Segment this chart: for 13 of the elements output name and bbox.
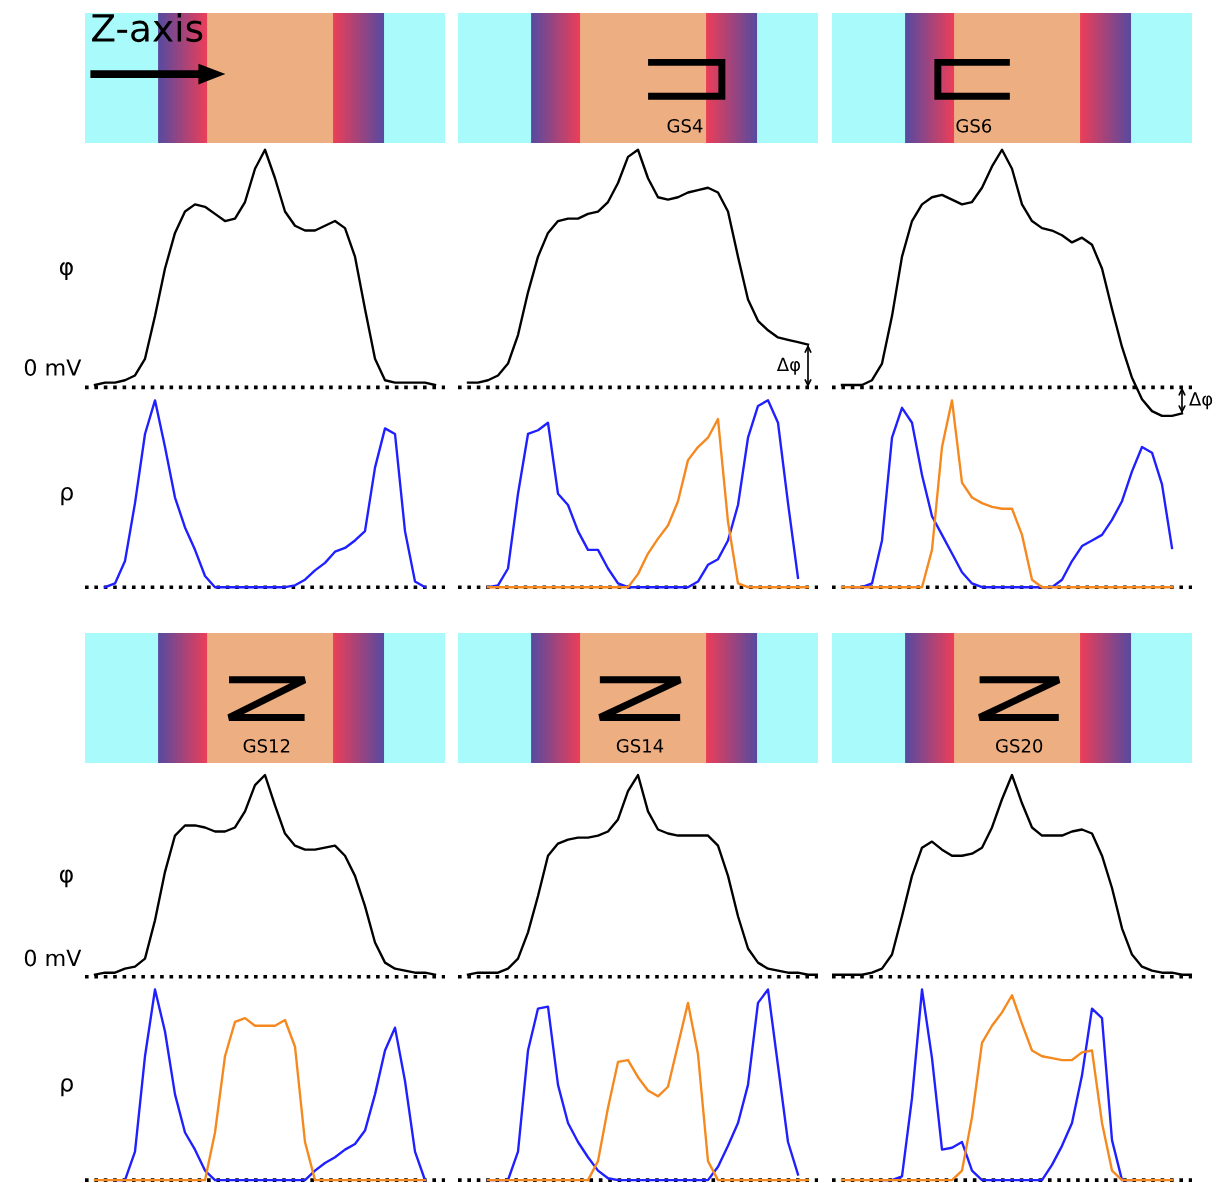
ref-line-label: 0 mV <box>24 949 82 967</box>
annotation: Δφ <box>776 357 801 375</box>
y-axis-title: φ <box>59 262 73 280</box>
text: GS14 <box>616 738 664 753</box>
text: GS12 <box>243 738 290 753</box>
annotation: Δφ <box>1189 392 1213 410</box>
y-axis-title: φ <box>59 869 73 888</box>
text: GS4 <box>667 118 703 133</box>
text: GS20 <box>996 738 1043 753</box>
text: GS6 <box>956 118 992 133</box>
y-axis-title: ρ <box>61 1078 73 1097</box>
y-axis-title: ρ <box>61 487 73 506</box>
ref-line-label: 0 mV <box>24 359 82 376</box>
